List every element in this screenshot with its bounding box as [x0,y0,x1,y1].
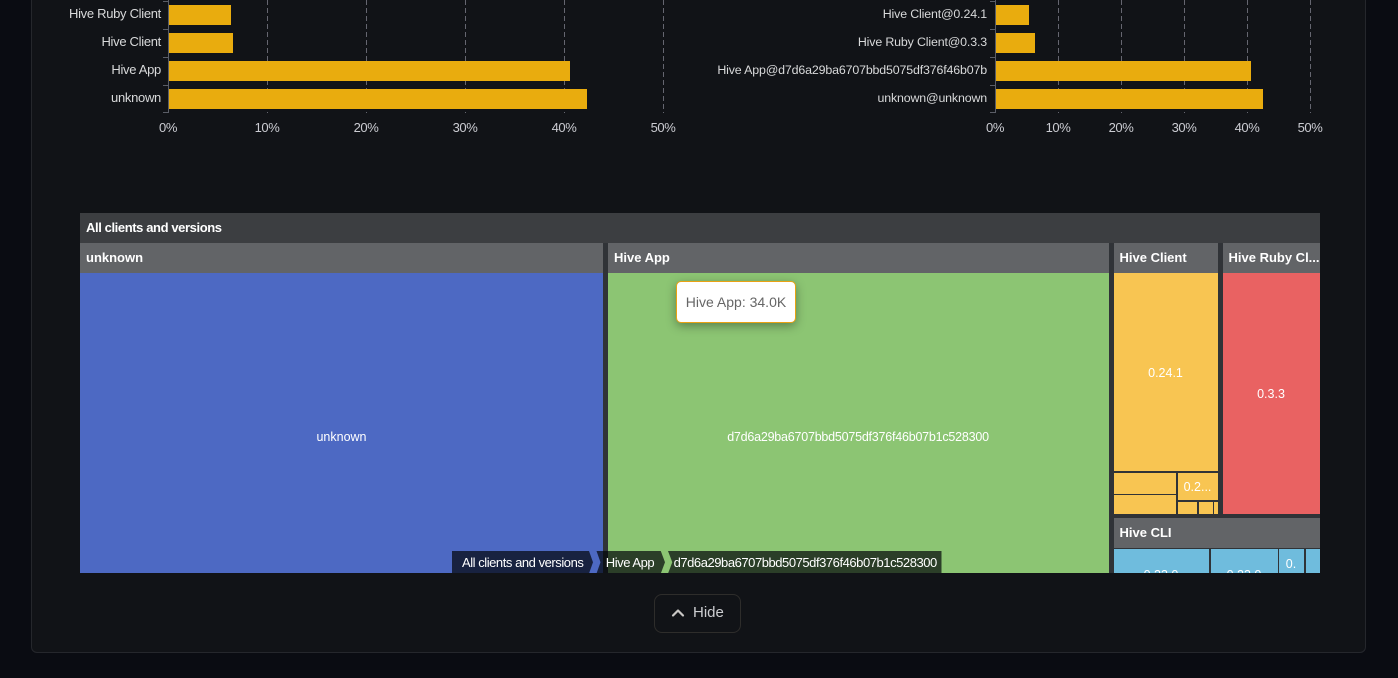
svg-text:d7d6a29ba6707bbd5075df376f46b0: d7d6a29ba6707bbd5075df376f46b07b1c528300 [674,555,937,570]
svg-text:Hive App: Hive App [606,555,655,570]
svg-text:All clients and versions: All clients and versions [462,555,584,570]
